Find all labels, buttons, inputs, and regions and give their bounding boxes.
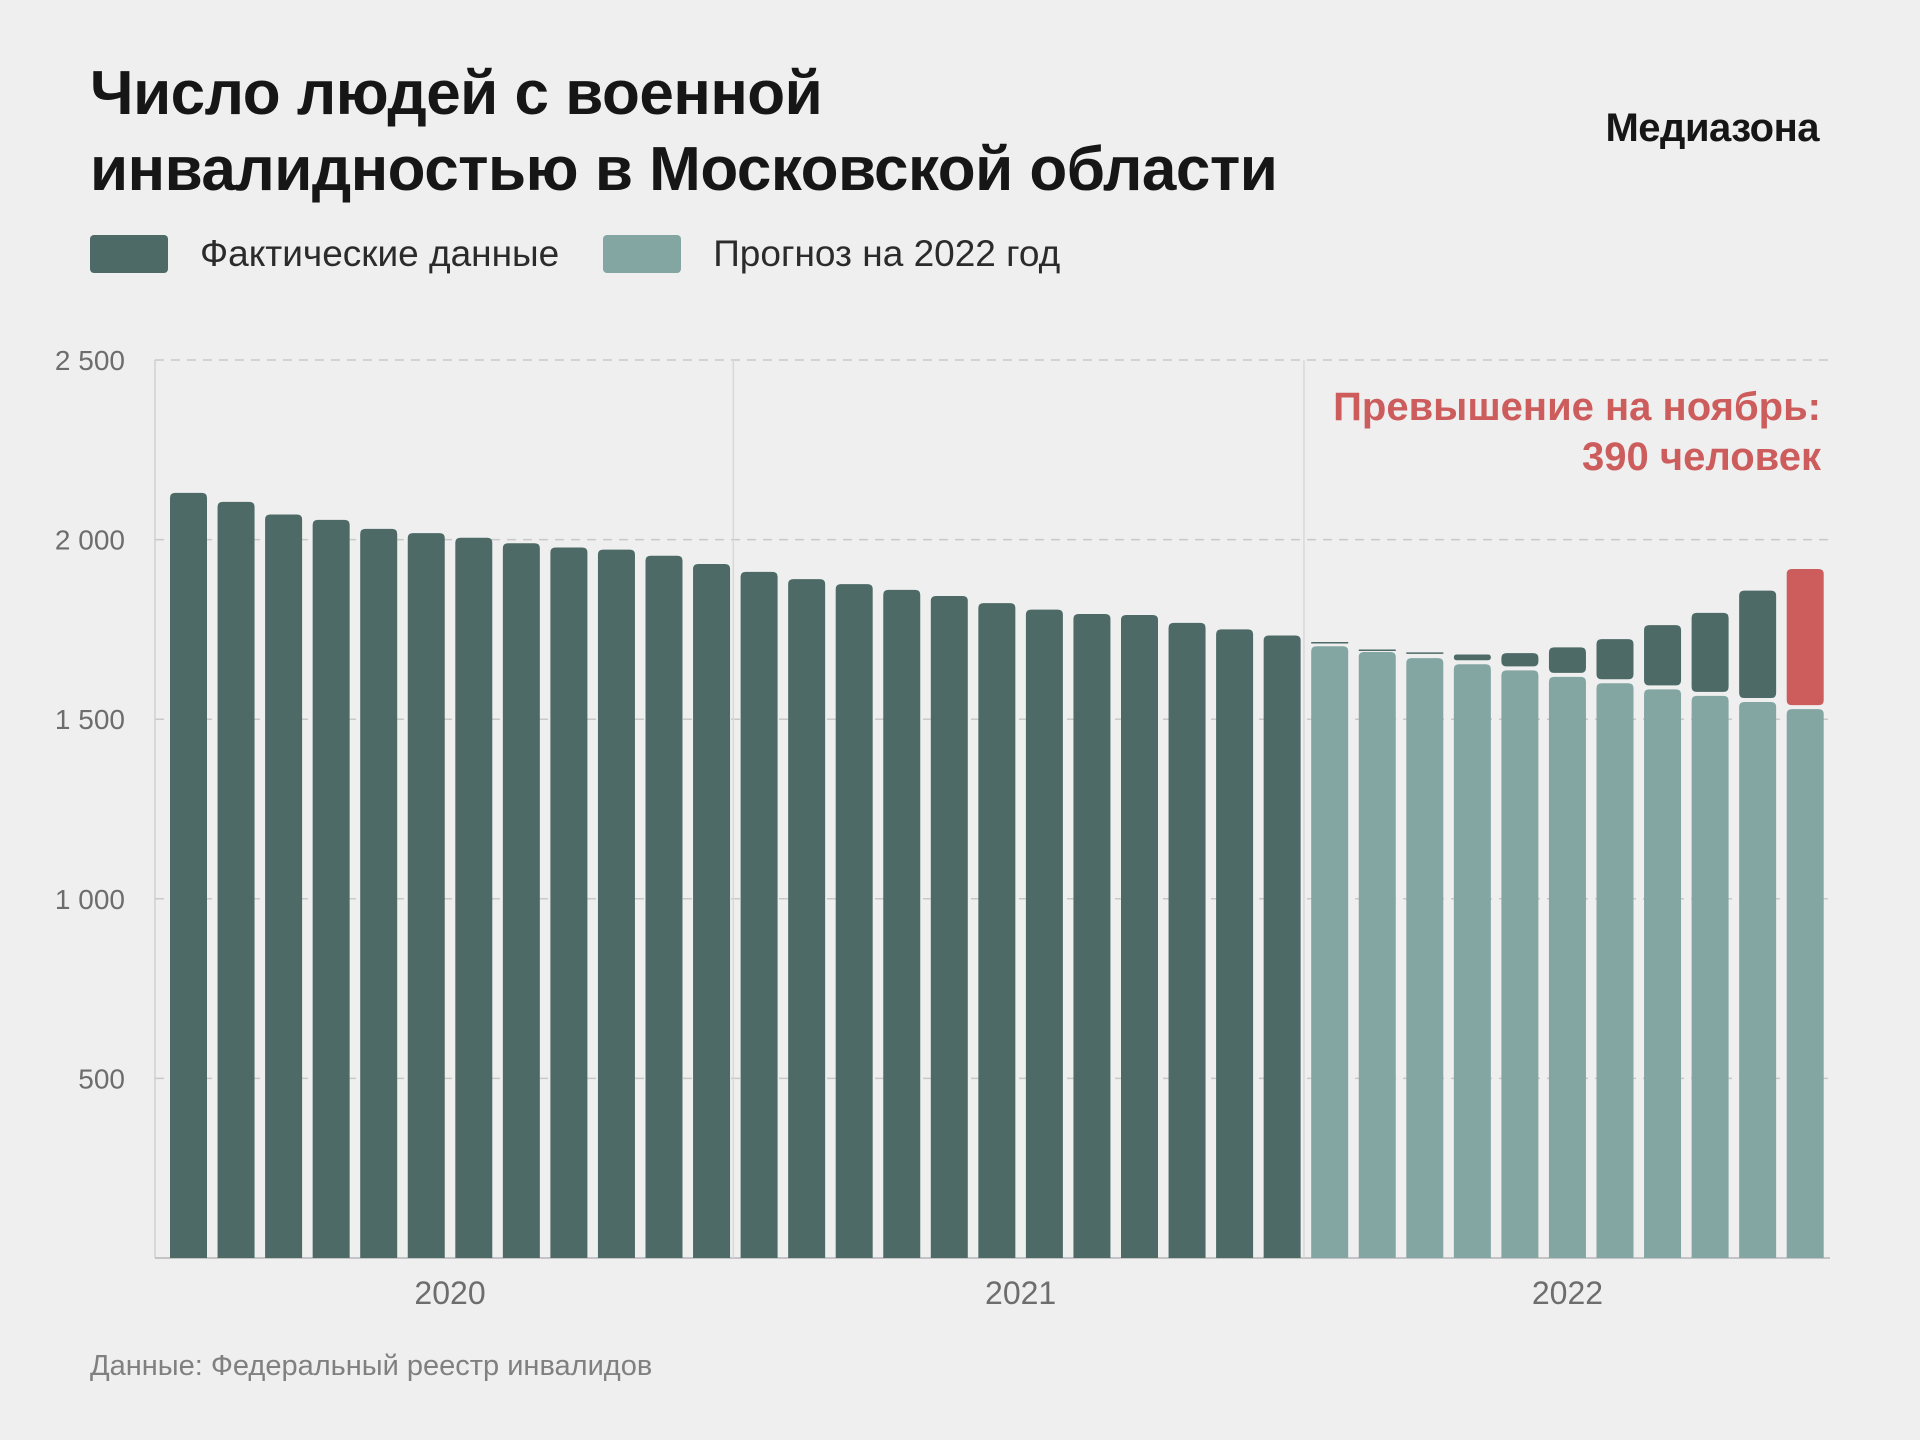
bar-actual-excess (1501, 653, 1539, 667)
y-tick-label: 1 500 (55, 704, 125, 735)
x-axis: 2020 2021 2022 (414, 1275, 1603, 1311)
x-group-label: 2022 (1532, 1275, 1603, 1311)
bar-actual-excess (1453, 654, 1491, 661)
annotation-line1: Превышение на ноябрь: (1333, 385, 1821, 429)
chart-title-line1: Число людей с военной (90, 59, 823, 128)
bar-forecast (1453, 664, 1491, 1258)
chart-title-line2: инвалидностью в Московской области (90, 135, 1278, 204)
y-tick-label: 2 000 (55, 525, 125, 556)
legend-label-forecast: Прогноз на 2022 год (713, 233, 1061, 274)
bars (170, 492, 1824, 1258)
bar-actual-excess (1596, 639, 1634, 680)
bar-actual (1073, 613, 1111, 1258)
bar-actual (978, 603, 1016, 1258)
bar-forecast (1739, 701, 1777, 1258)
bar-forecast (1548, 676, 1586, 1258)
bar-actual (1121, 615, 1158, 1258)
y-tick-label: 500 (78, 1063, 125, 1094)
bar-actual (502, 543, 540, 1258)
bar-actual (597, 549, 635, 1258)
bar-actual (788, 579, 826, 1258)
bar-excess (1786, 569, 1824, 706)
bar-actual (693, 564, 731, 1258)
y-tick-label: 2 500 (55, 345, 125, 376)
bar-actual (1025, 609, 1063, 1258)
legend-swatch-actual (90, 235, 168, 273)
bar-forecast (1406, 658, 1444, 1258)
legend-item-forecast: Прогноз на 2022 год (603, 233, 1060, 275)
bar-actual (550, 547, 588, 1258)
bar-forecast (1691, 695, 1729, 1258)
bar-actual (930, 595, 968, 1258)
bar-actual (835, 584, 873, 1258)
bar-actual (740, 571, 778, 1258)
legend-label-actual: Фактические данные (200, 233, 560, 274)
annotation: Превышение на ноябрь: 390 человек (1333, 385, 1822, 479)
legend: Фактические данные Прогноз на 2022 год (90, 233, 1104, 275)
annotation-line2: 390 человек (1582, 435, 1822, 479)
bar-actual-excess (1691, 612, 1729, 692)
bar-actual (312, 519, 350, 1258)
legend-swatch-forecast (603, 235, 682, 273)
bar-forecast (1311, 646, 1349, 1258)
x-group-label: 2021 (985, 1275, 1056, 1311)
source-note: Данные: Федеральный реестр инвалидов (90, 1350, 653, 1382)
bar-actual-excess (1739, 590, 1777, 698)
bar-actual (265, 514, 303, 1258)
bar-actual-excess (1548, 647, 1586, 673)
bar-forecast (1501, 670, 1539, 1258)
bar-forecast (1596, 683, 1634, 1258)
brand-logo: Медиазона (1605, 106, 1819, 150)
bar-actual (1216, 629, 1254, 1258)
bar-actual-excess (1644, 625, 1682, 686)
bar-forecast (1786, 709, 1824, 1258)
chart-title: Число людей с военной инвалидностью в Мо… (90, 56, 1390, 208)
bar-actual (407, 533, 445, 1258)
bar-actual (360, 528, 398, 1258)
x-group-label: 2020 (414, 1275, 485, 1311)
bar-actual (645, 555, 683, 1258)
bar-actual (1263, 635, 1301, 1258)
bar-forecast (1358, 652, 1396, 1258)
bar-actual (1168, 622, 1206, 1258)
bar-actual (217, 501, 255, 1258)
bar-actual (883, 589, 921, 1258)
bar-actual (455, 537, 493, 1258)
bar-forecast (1644, 689, 1682, 1258)
legend-item-actual: Фактические данные (90, 233, 559, 275)
y-tick-label: 1 000 (55, 884, 125, 915)
bar-actual (170, 492, 207, 1258)
y-axis: 500 1 000 1 500 2 000 2 500 (55, 345, 125, 1094)
